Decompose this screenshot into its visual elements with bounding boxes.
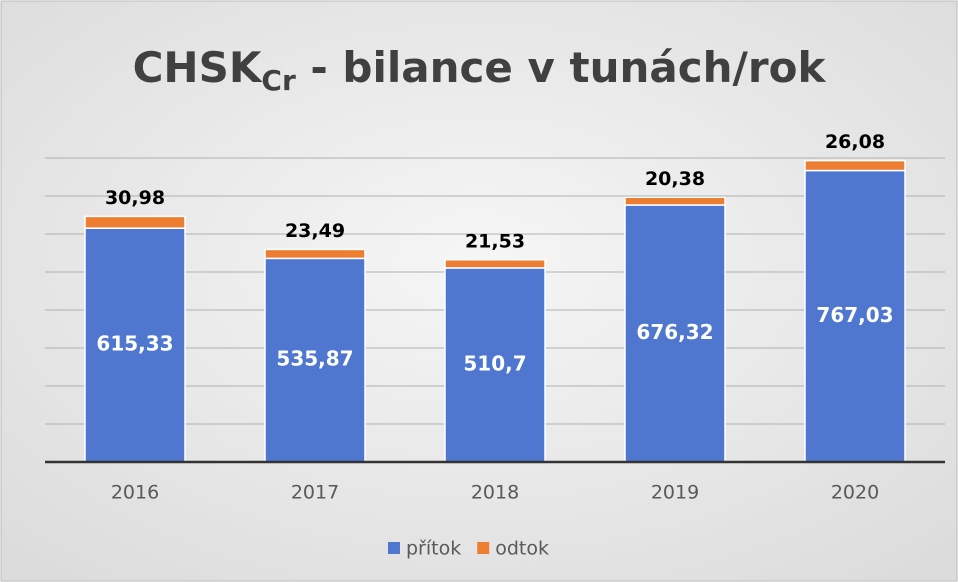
legend-swatch [477,542,490,554]
legend-label: odtok [495,538,549,560]
value-label: 615,33 [96,332,173,356]
x-tick-label: 2020 [831,482,879,504]
value-label: 23,49 [285,220,345,242]
value-label: 26,08 [825,131,885,153]
bar-segment [264,248,366,260]
title-subscript: Cr [261,64,296,97]
x-tick-label: 2017 [291,482,339,504]
title-main: CHSK [133,43,263,92]
bar-segment [804,169,906,463]
value-label: 510,7 [463,351,526,375]
value-label: 767,03 [816,303,893,327]
chart-title: CHSKCr - bilance v tunách/rok [133,43,827,98]
legend-swatch [388,542,400,554]
title-rest: - bilance v tunách/rok [296,43,827,92]
bar-segment [624,196,726,206]
bar-segment [84,215,186,229]
value-label: 21,53 [465,230,525,252]
value-label: 20,38 [645,168,705,190]
bar-segment [804,159,906,172]
value-label: 30,98 [105,187,165,209]
bar-segment [444,259,546,269]
x-tick-label: 2016 [111,482,159,504]
x-tick-label: 2018 [471,482,519,504]
value-label: 535,87 [276,347,353,371]
x-tick-label: 2019 [651,482,699,504]
value-label: 676,32 [636,320,713,344]
legend-label: přítok [406,538,461,560]
